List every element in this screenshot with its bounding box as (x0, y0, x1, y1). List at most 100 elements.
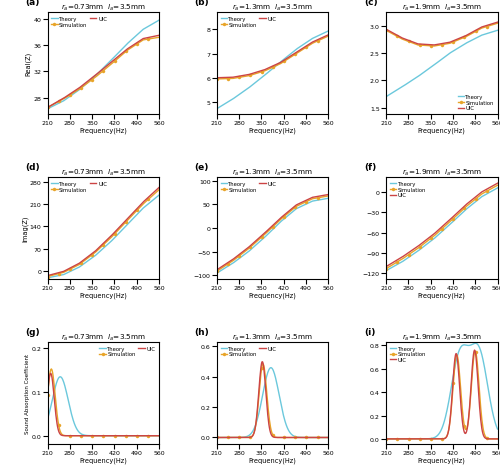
Theory (234, 258, 240, 263)
Theory (244, 251, 250, 257)
Simulation (486, 436, 492, 442)
Theory (214, 271, 220, 277)
Theory (74, 89, 80, 95)
Theory (388, 92, 394, 98)
UIC (388, 436, 394, 442)
UIC (388, 261, 394, 267)
UIC (150, 190, 156, 196)
Simulation (50, 369, 56, 375)
Theory (74, 266, 80, 271)
Simulation (65, 268, 71, 273)
UIC (320, 193, 326, 199)
UIC (214, 268, 220, 273)
Theory (66, 400, 72, 406)
UIC (49, 272, 55, 278)
Simulation (244, 248, 250, 254)
Text: (i): (i) (364, 327, 375, 336)
UIC (472, 347, 478, 353)
Simulation (388, 436, 394, 442)
Simulation (320, 435, 326, 440)
Line: Theory: Theory (217, 368, 328, 437)
Text: (a): (a) (25, 0, 40, 7)
UIC (404, 251, 410, 257)
Simulation (472, 348, 478, 354)
Simulation (413, 436, 419, 442)
Line: Theory: Theory (386, 188, 498, 271)
UIC (220, 76, 226, 81)
Simulation (390, 436, 396, 442)
UIC (147, 433, 153, 439)
Title: $r_a$=0.73mm  $l_a$=3.5mm: $r_a$=0.73mm $l_a$=3.5mm (61, 168, 146, 178)
Simulation (404, 436, 410, 442)
Theory (390, 90, 396, 96)
Simulation (49, 103, 55, 109)
Theory (494, 426, 500, 432)
Theory (388, 266, 394, 271)
Simulation (490, 436, 496, 442)
Theory (494, 29, 500, 34)
Theory (146, 24, 152, 30)
Line: Theory: Theory (217, 32, 328, 109)
Line: UIC: UIC (48, 374, 159, 436)
Theory (214, 107, 220, 112)
Line: Simulation: Simulation (46, 37, 160, 110)
Theory (65, 96, 71, 101)
Theory (51, 389, 57, 395)
UIC (404, 436, 410, 442)
UIC (320, 435, 326, 440)
UIC (151, 433, 157, 439)
Legend: Theory, Simulation, UIC: Theory, Simulation, UIC (456, 93, 495, 112)
UIC (413, 245, 419, 251)
Theory (316, 435, 322, 440)
Theory (156, 193, 162, 198)
Simulation (156, 433, 162, 439)
Theory (74, 428, 80, 434)
UIC (325, 33, 331, 39)
Simulation (430, 44, 436, 50)
Simulation (214, 77, 220, 83)
UIC (259, 359, 265, 365)
Theory (218, 268, 224, 274)
UIC (156, 185, 162, 191)
Legend: Theory, Simulation, UIC: Theory, Simulation, UIC (389, 180, 427, 199)
Simulation (489, 186, 495, 192)
Theory (156, 433, 162, 439)
UIC (325, 192, 331, 198)
Simulation (413, 42, 419, 48)
Legend: Theory, Simulation, UIC: Theory, Simulation, UIC (50, 16, 108, 29)
Line: Theory: Theory (217, 199, 328, 274)
UIC (156, 433, 162, 439)
Line: UIC: UIC (386, 350, 498, 439)
X-axis label: Frequency(Hz): Frequency(Hz) (248, 128, 296, 134)
UIC (244, 73, 250, 79)
UIC (146, 35, 152, 41)
UIC (485, 186, 491, 192)
Theory (413, 436, 419, 442)
UIC (218, 435, 224, 440)
Theory (156, 19, 162, 24)
UIC (430, 43, 436, 49)
Simulation (383, 266, 389, 272)
X-axis label: Frequency(Hz): Frequency(Hz) (80, 292, 127, 298)
Simulation (48, 367, 54, 372)
UIC (51, 271, 57, 277)
Theory (151, 433, 157, 439)
Theory (44, 416, 51, 422)
UIC (489, 184, 495, 190)
Title: $r_a$=0.73mm  $l_a$=3.5mm: $r_a$=0.73mm $l_a$=3.5mm (61, 3, 146, 13)
UIC (51, 101, 57, 107)
Simulation (494, 436, 500, 442)
Simulation (220, 265, 226, 270)
Title: $r_a$=1.9mm  $l_a$=3.5mm: $r_a$=1.9mm $l_a$=3.5mm (402, 332, 482, 342)
UIC (65, 267, 71, 272)
Theory (325, 196, 331, 202)
UIC (325, 435, 331, 440)
Line: UIC: UIC (386, 184, 498, 267)
Simulation (383, 436, 389, 442)
X-axis label: Frequency(Hz): Frequency(Hz) (418, 456, 466, 463)
Simulation (52, 389, 58, 395)
UIC (48, 371, 54, 377)
Theory (383, 436, 389, 442)
Line: Simulation: Simulation (46, 189, 160, 278)
Simulation (325, 194, 331, 199)
